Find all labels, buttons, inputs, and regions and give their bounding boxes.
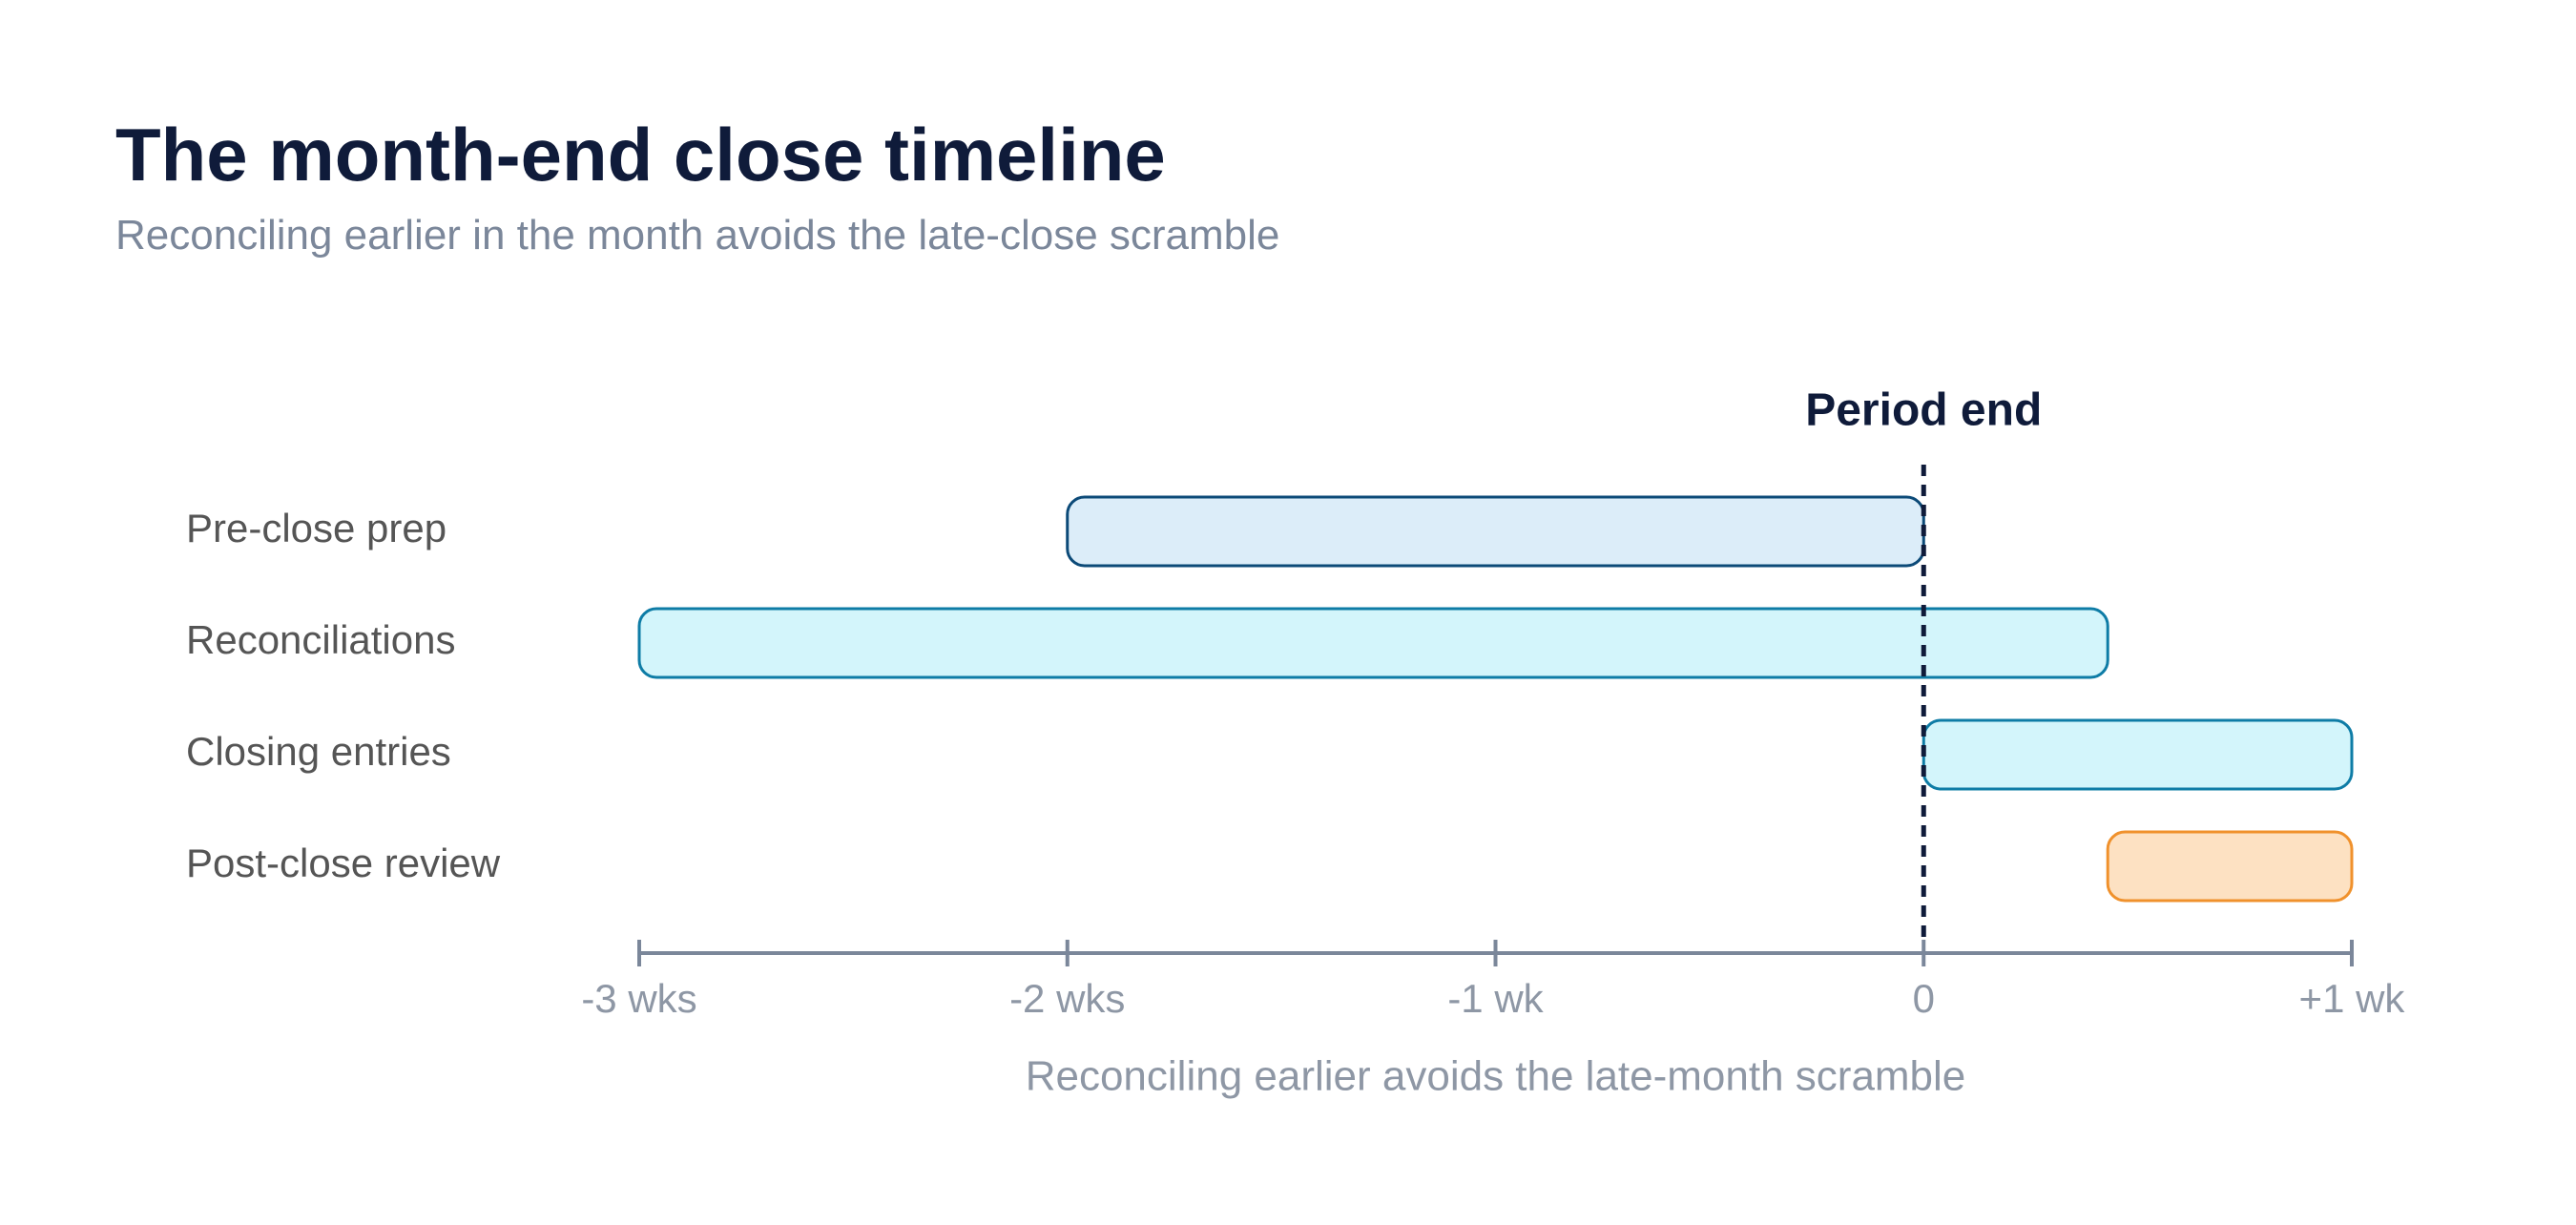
task-rows: Pre-close prep Reconciliations Closing ent… (186, 495, 2354, 903)
period-end-marker: Period end (1805, 385, 2042, 940)
x-tick-label: -2 wks (1009, 976, 1125, 1021)
row-label: Post-close review (186, 841, 501, 885)
chart-subtitle: Reconciling earlier in the month avoids … (115, 212, 1280, 259)
task-bar (637, 607, 2109, 679)
x-tick-label: -1 wk (1447, 976, 1544, 1021)
x-axis-label: Reconciling earlier avoids the late-mont… (1026, 1053, 1966, 1100)
period-end-label: Period end (1805, 385, 2042, 436)
task-bar (1066, 495, 1925, 568)
x-axis: -3 wks -2 wks -1 wk 0 +1 wk Reconciling earli… (581, 940, 2405, 1100)
task-bar (1922, 718, 2354, 791)
row-label: Closing entries (186, 729, 451, 774)
row-label: Reconciliations (186, 617, 455, 662)
x-tick-label: 0 (1913, 976, 1935, 1021)
chart-title: The month-end close timeline (115, 113, 1166, 197)
task-bar (2106, 830, 2354, 903)
x-tick-label: +1 wk (2299, 976, 2406, 1021)
x-tick-label: -3 wks (581, 976, 696, 1021)
row-label: Pre-close prep (186, 506, 447, 550)
